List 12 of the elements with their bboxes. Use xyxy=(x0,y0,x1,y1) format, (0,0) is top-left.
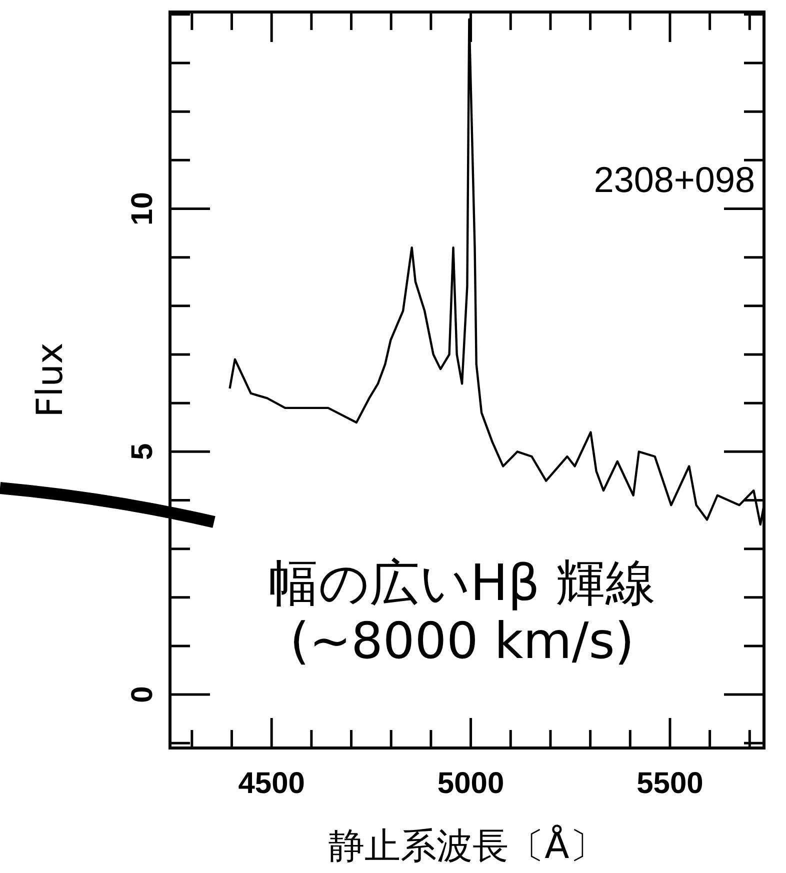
annotation: (~8000 km/s) xyxy=(290,612,634,670)
annotation: 幅の広いHβ 輝線 xyxy=(268,554,656,612)
y-tick: 5 xyxy=(126,443,764,460)
x-axis-title: 静止系波長〔Å〕 xyxy=(328,824,606,867)
x-tick-label: 5500 xyxy=(636,767,704,800)
x-tick-label: 4500 xyxy=(238,767,305,800)
x-tick-label: 5000 xyxy=(437,767,504,800)
y-tick-label: 0 xyxy=(126,686,159,703)
y-tick-label: 10 xyxy=(126,192,159,226)
y-tick: 0 xyxy=(126,686,764,703)
y-axis-title: Flux xyxy=(30,342,71,418)
y-tick-label: 5 xyxy=(126,443,159,460)
